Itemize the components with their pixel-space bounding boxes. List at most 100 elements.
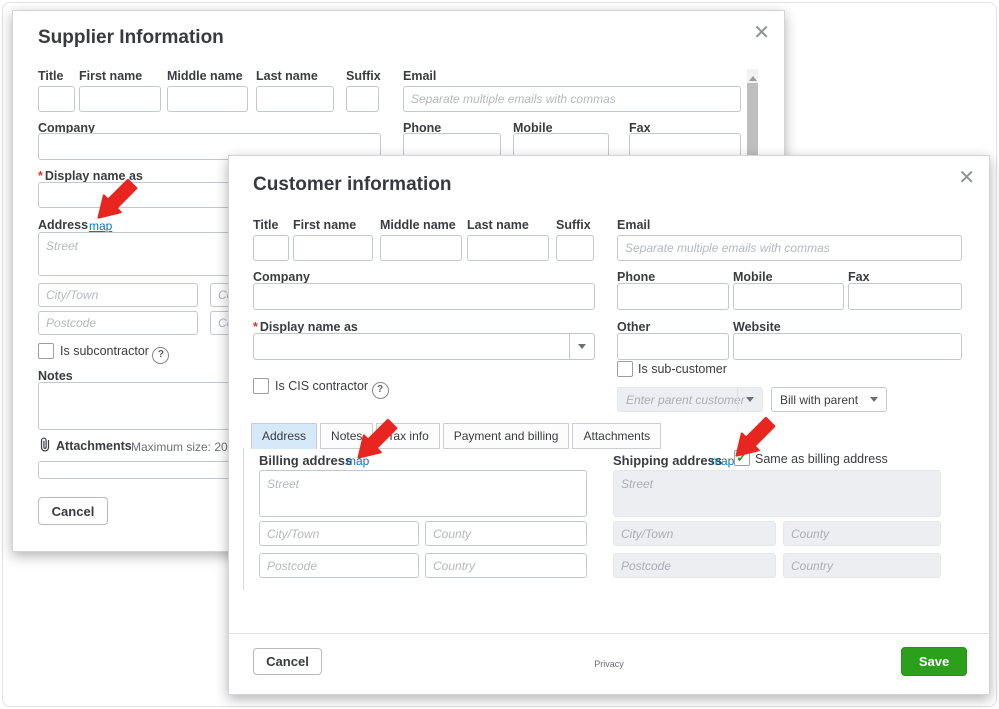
suffix-field[interactable]: [556, 235, 594, 261]
city-field[interactable]: [38, 283, 198, 307]
bill-with-parent-select[interactable]: Bill with parent: [771, 387, 887, 412]
middle-name-field[interactable]: [380, 235, 462, 261]
tab-notes[interactable]: Notes: [320, 423, 374, 449]
billing-county-field[interactable]: [425, 521, 587, 546]
save-button[interactable]: Save: [901, 647, 967, 676]
middle-name-label: Middle name: [167, 69, 243, 83]
company-label: Company: [38, 121, 95, 135]
notes-label: Notes: [38, 369, 73, 383]
email-field[interactable]: [403, 86, 741, 112]
company-field[interactable]: [253, 283, 595, 310]
address-label: Address: [38, 218, 89, 232]
display-name-select[interactable]: [253, 333, 595, 360]
shipping-street-field: [613, 470, 941, 517]
billing-city-field[interactable]: [259, 521, 419, 546]
other-label: Other: [617, 320, 651, 334]
supplier-dialog-title: Supplier Information: [38, 27, 224, 48]
last-name-label: Last name: [467, 218, 529, 232]
chevron-down-icon[interactable]: [569, 334, 594, 359]
suffix-label: Suffix: [346, 69, 381, 83]
billing-street-field[interactable]: [259, 470, 587, 517]
suffix-field[interactable]: [346, 86, 379, 112]
suffix-label: Suffix: [556, 218, 591, 232]
is-subcontractor-label: Is subcontractor ?: [60, 344, 170, 364]
supplier-cancel-button[interactable]: Cancel: [38, 497, 108, 525]
is-cis-contractor-checkbox[interactable]: [253, 378, 269, 394]
postcode-field[interactable]: [38, 311, 198, 335]
tab-panel-border: [243, 448, 244, 590]
required-asterisk: *: [253, 320, 258, 334]
shipping-country-field: [783, 553, 941, 578]
attachments-hint: Maximum size: 20M: [131, 440, 238, 454]
phone-label: Phone: [617, 270, 656, 284]
billing-map-link[interactable]: map: [346, 454, 370, 468]
scroll-up-icon[interactable]: [748, 72, 757, 81]
is-cis-contractor-label: Is CIS contractor ?: [275, 379, 389, 399]
customer-dialog-title: Customer information: [253, 174, 452, 195]
shipping-postcode-field: [613, 553, 776, 578]
billing-postcode-field[interactable]: [259, 553, 419, 578]
is-sub-customer-label: Is sub-customer: [638, 362, 727, 376]
shipping-city-field: [613, 521, 776, 546]
close-icon[interactable]: ✕: [753, 22, 770, 44]
title-field[interactable]: [38, 86, 75, 112]
address-map-link[interactable]: map: [89, 219, 113, 233]
shipping-county-field: [783, 521, 941, 546]
privacy-link[interactable]: Privacy: [594, 659, 624, 669]
parent-customer-select: Enter parent customer: [617, 387, 763, 412]
website-field[interactable]: [733, 333, 962, 360]
tab-payment-and-billing[interactable]: Payment and billing: [442, 423, 570, 449]
middle-name-field[interactable]: [167, 86, 248, 112]
first-name-field[interactable]: [79, 86, 161, 112]
bill-with-parent-value: Bill with parent: [780, 392, 859, 407]
attachments-label[interactable]: Attachments: [56, 439, 132, 453]
title-field[interactable]: [253, 235, 289, 261]
company-label: Company: [253, 270, 310, 284]
shipping-address-heading: Shipping address: [613, 453, 723, 468]
customer-information-dialog: Customer information ✕ Title First name …: [228, 155, 990, 695]
title-label: Title: [253, 218, 279, 232]
mobile-field[interactable]: [733, 283, 844, 310]
website-label: Website: [733, 320, 781, 334]
other-field[interactable]: [617, 333, 729, 360]
footer-divider: [229, 633, 989, 634]
is-subcontractor-checkbox[interactable]: [38, 343, 54, 359]
chevron-down-icon: [737, 388, 762, 411]
email-field[interactable]: [617, 235, 962, 261]
help-icon[interactable]: ?: [371, 382, 389, 399]
first-name-label: First name: [79, 69, 143, 83]
middle-name-label: Middle name: [380, 218, 456, 232]
billing-country-field[interactable]: [425, 553, 587, 578]
last-name-label: Last name: [256, 69, 318, 83]
display-name-label: * Display name as: [38, 169, 143, 183]
close-icon[interactable]: ✕: [958, 167, 975, 189]
chevron-down-icon[interactable]: [862, 388, 886, 411]
customer-cancel-button[interactable]: Cancel: [253, 648, 322, 675]
billing-address-heading: Billing address: [259, 453, 353, 468]
tab-attachments[interactable]: Attachments: [572, 423, 662, 449]
last-name-field[interactable]: [467, 235, 549, 261]
same-as-billing-checkbox[interactable]: [734, 449, 750, 466]
fax-field[interactable]: [848, 283, 962, 310]
same-as-billing-label: Same as billing address: [755, 452, 888, 466]
last-name-field[interactable]: [256, 86, 334, 112]
help-icon[interactable]: ?: [152, 347, 170, 364]
shipping-map-link[interactable]: map: [711, 454, 735, 468]
first-name-label: First name: [293, 218, 357, 232]
fax-label: Fax: [848, 270, 870, 284]
tab-address[interactable]: Address: [251, 423, 318, 449]
first-name-field[interactable]: [293, 235, 373, 261]
is-sub-customer-checkbox[interactable]: [617, 361, 633, 377]
email-label: Email: [403, 69, 437, 83]
email-label: Email: [617, 218, 651, 232]
phone-field[interactable]: [617, 283, 729, 310]
paperclip-icon: [38, 437, 52, 458]
fax-label: Fax: [629, 121, 651, 135]
display-name-label: * Display name as: [253, 320, 358, 334]
title-label: Title: [38, 69, 64, 83]
mobile-label: Mobile: [733, 270, 773, 284]
parent-customer-placeholder: Enter parent customer: [626, 392, 745, 407]
tab-tax-info[interactable]: Tax info: [376, 423, 440, 449]
tab-bar: Address Notes Tax info Payment and billi…: [251, 423, 664, 449]
mobile-label: Mobile: [513, 121, 553, 135]
